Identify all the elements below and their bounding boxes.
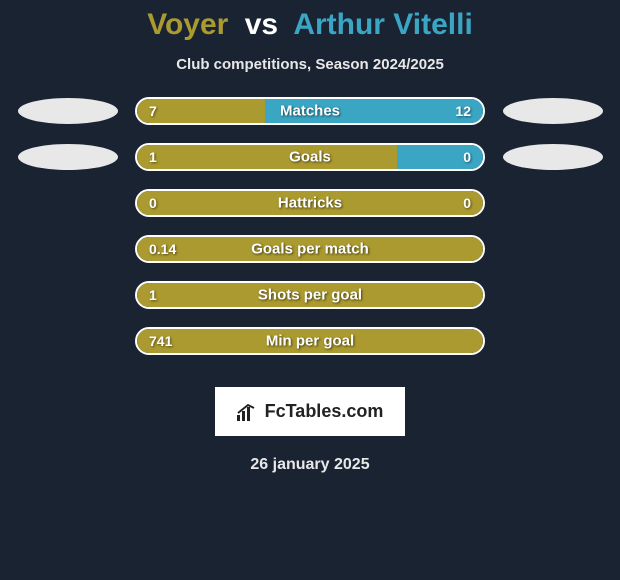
stat-value-left: 0.14 — [149, 241, 176, 257]
date-label: 26 january 2025 — [0, 456, 620, 474]
stat-row: 0.14 Goals per match — [0, 235, 620, 263]
stat-value-right: 12 — [455, 103, 471, 119]
page-title: Voyer vs Arthur Vitelli — [0, 8, 620, 42]
stat-label: Min per goal — [266, 333, 354, 350]
stat-value-left: 1 — [149, 149, 157, 165]
stat-value-left: 1 — [149, 287, 157, 303]
title-vs: vs — [245, 8, 278, 41]
subtitle: Club competitions, Season 2024/2025 — [0, 56, 620, 73]
stat-value-right: 0 — [463, 195, 471, 211]
stat-value-right: 0 — [463, 149, 471, 165]
attribution-text: FcTables.com — [265, 401, 384, 422]
stat-bar: 7 12 Matches — [135, 97, 485, 125]
stat-label: Hattricks — [278, 195, 342, 212]
stat-row: 7 12 Matches — [0, 97, 620, 125]
stat-row: 741 Min per goal — [0, 327, 620, 355]
stat-label: Matches — [280, 103, 340, 120]
stat-row: 1 Shots per goal — [0, 281, 620, 309]
stat-value-left: 7 — [149, 103, 157, 119]
stat-row: 1 0 Goals — [0, 143, 620, 171]
player-left-name: Voyer — [147, 8, 228, 41]
chart-icon — [237, 403, 259, 421]
attribution-badge: FcTables.com — [215, 387, 406, 436]
stat-label: Shots per goal — [258, 287, 362, 304]
stat-value-left: 741 — [149, 333, 172, 349]
stat-bar: 1 Shots per goal — [135, 281, 485, 309]
stat-bar: 0.14 Goals per match — [135, 235, 485, 263]
stat-label: Goals — [289, 149, 331, 166]
stat-bar: 0 0 Hattricks — [135, 189, 485, 217]
stat-row: 0 0 Hattricks — [0, 189, 620, 217]
stat-value-left: 0 — [149, 195, 157, 211]
flag-left — [18, 144, 118, 170]
stat-label: Goals per match — [251, 241, 369, 258]
flag-right — [503, 98, 603, 124]
comparison-card: Voyer vs Arthur Vitelli Club competition… — [0, 0, 620, 474]
flag-left — [18, 98, 118, 124]
stat-bar: 741 Min per goal — [135, 327, 485, 355]
flag-right — [503, 144, 603, 170]
player-right-name: Arthur Vitelli — [293, 8, 472, 41]
stats-list: 7 12 Matches 1 0 Goals 0 0 Hattricks 0.14 Goals pe… — [0, 97, 620, 355]
stat-bar: 1 0 Goals — [135, 143, 485, 171]
